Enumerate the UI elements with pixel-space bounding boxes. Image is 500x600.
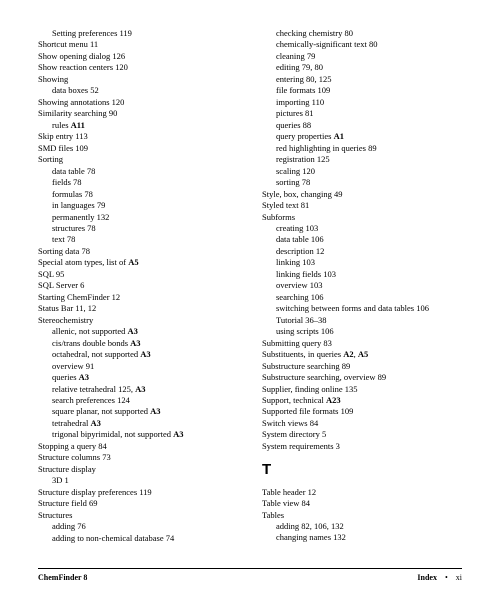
index-entry: queries 88 [262,120,462,131]
index-entry: Styled text 81 [262,200,462,211]
index-entry: Substructure searching 89 [262,361,462,372]
index-entry: Style, box, changing 49 [262,189,462,200]
index-entry: creating 103 [262,223,462,234]
page-footer: ChemFinder 8 Index • xi [38,568,462,582]
index-column-right: checking chemistry 80chemically-signific… [262,28,462,544]
index-page: Setting preferences 119Shortcut menu 11S… [0,0,500,544]
index-entry: scaling 120 [262,166,462,177]
footer-index-label: Index [417,573,437,582]
index-entry: linking fields 103 [262,269,462,280]
index-entry: allenic, not supported A3 [38,326,238,337]
index-entry: switching between forms and data tables … [262,303,462,314]
index-entry: Subforms [262,212,462,223]
index-entry: cleaning 79 [262,51,462,62]
index-entry: Setting preferences 119 [38,28,238,39]
index-entry: file formats 109 [262,85,462,96]
index-entry: checking chemistry 80 [262,28,462,39]
index-entry: linking 103 [262,257,462,268]
index-entry: Skip entry 113 [38,131,238,142]
index-entry: Tutorial 36–38 [262,315,462,326]
index-entry: Tables [262,510,462,521]
index-entry: Substructure searching, overview 89 [262,372,462,383]
index-entry: Structure display preferences 119 [38,487,238,498]
index-entry: overview 91 [38,361,238,372]
index-entry: data table 106 [262,234,462,245]
index-entry: cis/trans double bonds A3 [38,338,238,349]
index-entry: Sorting [38,154,238,165]
index-entry: data table 78 [38,166,238,177]
index-entry: sorting 78 [262,177,462,188]
index-entry: adding 82, 106, 132 [262,521,462,532]
index-entry: Stopping a query 84 [38,441,238,452]
index-entry: Substituents, in queries A2, A5 [262,349,462,360]
index-entry: permanently 132 [38,212,238,223]
index-entry: text 78 [38,234,238,245]
index-entry: System directory 5 [262,429,462,440]
index-entry: Structure display [38,464,238,475]
index-entry: structures 78 [38,223,238,234]
index-entry: octahedral, not supported A3 [38,349,238,360]
index-entry: Shortcut menu 11 [38,39,238,50]
index-entry: Showing [38,74,238,85]
index-entry: Table header 12 [262,487,462,498]
index-entry: rules A11 [38,120,238,131]
index-entry: pictures 81 [262,108,462,119]
index-entry: Submitting query 83 [262,338,462,349]
index-entry: Structure field 69 [38,498,238,509]
index-entry: System requirements 3 [262,441,462,452]
index-entry: trigonal bipyrimidal, not supported A3 [38,429,238,440]
index-entry: Table view 84 [262,498,462,509]
footer-separator: • [445,573,448,582]
footer-product-name: ChemFinder 8 [38,573,87,582]
index-entry: using scripts 106 [262,326,462,337]
index-section-letter: T [262,460,462,480]
index-entry: Sorting data 78 [38,246,238,257]
index-entry: in languages 79 [38,200,238,211]
index-entry: relative tetrahedral 125, A3 [38,384,238,395]
index-entry: Stereochemistry [38,315,238,326]
index-entry: Showing annotations 120 [38,97,238,108]
index-entry: importing 110 [262,97,462,108]
index-entry: searching 106 [262,292,462,303]
index-entry: Status Bar 11, 12 [38,303,238,314]
index-entry: Show opening dialog 126 [38,51,238,62]
index-entry: overview 103 [262,280,462,291]
index-entry: 3D 1 [38,475,238,486]
index-entry: tetrahedral A3 [38,418,238,429]
footer-page-info: Index • xi [417,573,462,582]
index-entry: SMD files 109 [38,143,238,154]
index-entry: queries A3 [38,372,238,383]
index-entry: formulas 78 [38,189,238,200]
index-entry: adding to non-chemical database 74 [38,533,238,544]
index-entry: square planar, not supported A3 [38,406,238,417]
footer-page-number: xi [456,573,462,582]
index-entry: adding 76 [38,521,238,532]
index-entry: SQL 95 [38,269,238,280]
index-entry: fields 78 [38,177,238,188]
index-entry: Structures [38,510,238,521]
index-entry: entering 80, 125 [262,74,462,85]
index-entry: editing 79, 80 [262,62,462,73]
index-entry: Special atom types, list of A5 [38,257,238,268]
index-entry: SQL Server 6 [38,280,238,291]
index-entry: data boxes 52 [38,85,238,96]
index-entry: registration 125 [262,154,462,165]
index-entry: red highlighting in queries 89 [262,143,462,154]
index-entry: Supplier, finding online 135 [262,384,462,395]
index-entry: description 12 [262,246,462,257]
index-entry: chemically-significant text 80 [262,39,462,50]
index-entry: Show reaction centers 120 [38,62,238,73]
index-entry: Switch views 84 [262,418,462,429]
index-entry: Similarity searching 90 [38,108,238,119]
index-entry: changing names 132 [262,532,462,543]
index-entry: Supported file formats 109 [262,406,462,417]
index-column-left: Setting preferences 119Shortcut menu 11S… [38,28,238,544]
index-entry: query properties A1 [262,131,462,142]
index-entry: Starting ChemFinder 12 [38,292,238,303]
index-entry: search preferences 124 [38,395,238,406]
index-entry: Support, technical A23 [262,395,462,406]
index-entry: Structure columns 73 [38,452,238,463]
